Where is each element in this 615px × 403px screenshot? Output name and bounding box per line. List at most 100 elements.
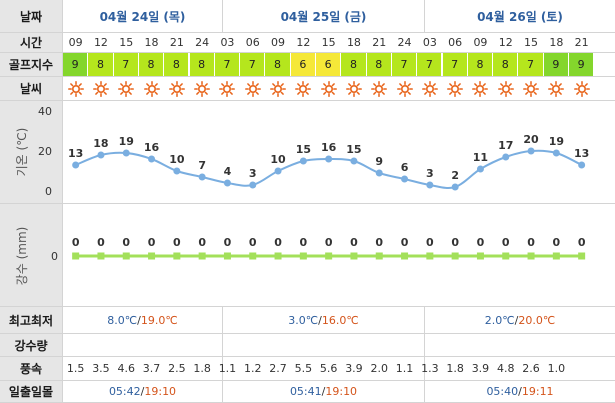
- time-cell: 15: [119, 36, 134, 49]
- sun-sep-1: /: [140, 385, 145, 398]
- golf-index-cell: 8: [493, 53, 519, 76]
- wind-cell: 2.7: [269, 362, 287, 375]
- golf-index-cell: 8: [138, 53, 165, 76]
- golf-index-cell: 8: [88, 53, 114, 76]
- wind-cell: 2.5: [168, 362, 186, 375]
- temp-point: [350, 157, 358, 165]
- rain-value-label: 0: [173, 236, 181, 249]
- rain-point: [502, 252, 510, 260]
- rain-point: [350, 252, 358, 260]
- golf-index-cell: 9: [543, 53, 569, 76]
- rain-label-cell: [0, 204, 62, 306]
- temp-value-label: 16: [144, 141, 160, 154]
- wind-cell: 1.2: [243, 362, 262, 375]
- day-header-1: 04월 24일 (목): [99, 9, 186, 24]
- time-cell: 18: [346, 36, 361, 49]
- temp-point: [148, 155, 156, 163]
- rain-value-label: 0: [97, 236, 105, 249]
- sun-icon: [518, 77, 543, 100]
- temperature-chart: 기온 (℃) 40 20 0 13 18 19 16 10 7 4 3 10 15 16 15 9 6 3 2 11…: [15, 105, 589, 198]
- time-cell: 15: [524, 36, 539, 49]
- rain-value-label: 0: [451, 236, 459, 249]
- wind-label: 풍속: [0, 357, 62, 380]
- time-cell: 18: [549, 36, 564, 49]
- rain-point: [299, 252, 307, 260]
- sunrise-sunset-label: 일출일몰: [0, 381, 62, 402]
- sunset-1: 19:10: [144, 385, 177, 398]
- sun-icon: [493, 77, 518, 100]
- wind-cell: 1.5: [66, 362, 85, 375]
- min-max-day-3: 2.0℃/20.0℃: [425, 307, 615, 333]
- sun-icon: [190, 77, 215, 100]
- time-cell: 15: [321, 36, 336, 49]
- rain-point: [274, 252, 282, 260]
- rain-point: [97, 252, 105, 260]
- wind-cell: 1.0: [547, 362, 566, 375]
- time-cell: 09: [473, 36, 488, 49]
- temp-value-label: 16: [321, 141, 337, 154]
- min-max-day-2: 3.0℃/16.0℃: [223, 307, 424, 333]
- rain-value-label: 0: [401, 236, 409, 249]
- temp-point: [97, 151, 105, 159]
- sun-icon: [316, 77, 341, 100]
- temp-ytick: 20: [38, 145, 52, 158]
- sun-icon: [240, 77, 265, 100]
- rain-point: [426, 252, 434, 260]
- wind-cell: 4.6: [117, 362, 135, 375]
- rainfall-chart: 강수 (mm) 0 0 0 0 0 0 0 0 0 0 0 0 0 0 0 0 0 0 0 0 0 0: [15, 227, 586, 286]
- time-cell: 12: [296, 36, 311, 49]
- rain-point: [72, 252, 80, 260]
- day-header-3: 04월 26일 (토): [477, 9, 563, 24]
- sunrise-2: 05:41: [289, 385, 322, 398]
- temp-point: [552, 149, 560, 157]
- rain-point: [148, 252, 156, 260]
- rain-value-label: 0: [350, 236, 358, 249]
- temp-label-cell: [0, 101, 62, 203]
- max-temp-2: 16.0℃: [321, 313, 359, 327]
- golf-index-cell: 8: [366, 53, 392, 76]
- rain-value-label: 0: [122, 236, 130, 249]
- rain-point: [552, 252, 560, 260]
- rain-value-label: 0: [300, 236, 308, 249]
- time-cell: 24: [195, 36, 210, 49]
- temp-value-label: 17: [498, 139, 513, 152]
- wind-cell: 1.8: [446, 362, 464, 375]
- wind-cell: 3.5: [92, 362, 110, 375]
- sun-icon: [164, 77, 189, 100]
- rain-point: [527, 252, 535, 260]
- sunset-3: 19:11: [521, 385, 554, 398]
- rain-point: [325, 252, 333, 260]
- sun-icon: [569, 77, 594, 100]
- temp-ytick: 40: [38, 105, 52, 118]
- sunset-2: 19:10: [325, 385, 358, 398]
- min-max-day-1: 8.0℃/19.0℃: [63, 307, 222, 333]
- sun-icon: [392, 77, 417, 100]
- temp-point: [325, 155, 333, 163]
- min-max-sep-1: /: [137, 313, 141, 327]
- rain-value-label: 0: [375, 236, 383, 249]
- temp-point: [578, 161, 586, 169]
- sun-icon: [215, 77, 240, 100]
- time-cell: 12: [498, 36, 513, 49]
- time-cell: 21: [574, 36, 589, 49]
- min-max-sep-3: /: [514, 313, 519, 327]
- temp-axis-label: 기온 (℃): [15, 128, 29, 177]
- time-cell: 06: [448, 36, 463, 49]
- min-temp-3: 2.0℃: [484, 313, 515, 327]
- rain-value-label: 0: [578, 236, 586, 249]
- rain-point: [401, 252, 409, 260]
- temp-point: [527, 147, 535, 155]
- golf-index-cell: 7: [113, 53, 139, 76]
- sun-icon: [63, 77, 88, 100]
- sun-day-3: 05:40/19:11: [425, 381, 615, 402]
- wind-cell: 1.1: [218, 362, 237, 375]
- time-cell: 12: [93, 36, 108, 49]
- sun-icon: [417, 77, 442, 100]
- min-temp-1: 8.0℃: [107, 313, 138, 327]
- time-cell: 21: [169, 36, 184, 49]
- rain-point: [451, 252, 459, 260]
- temp-point: [375, 169, 383, 177]
- rain-value-label: 0: [477, 236, 485, 249]
- sun-sep-3: /: [518, 385, 522, 398]
- temp-value-label: 18: [93, 137, 108, 150]
